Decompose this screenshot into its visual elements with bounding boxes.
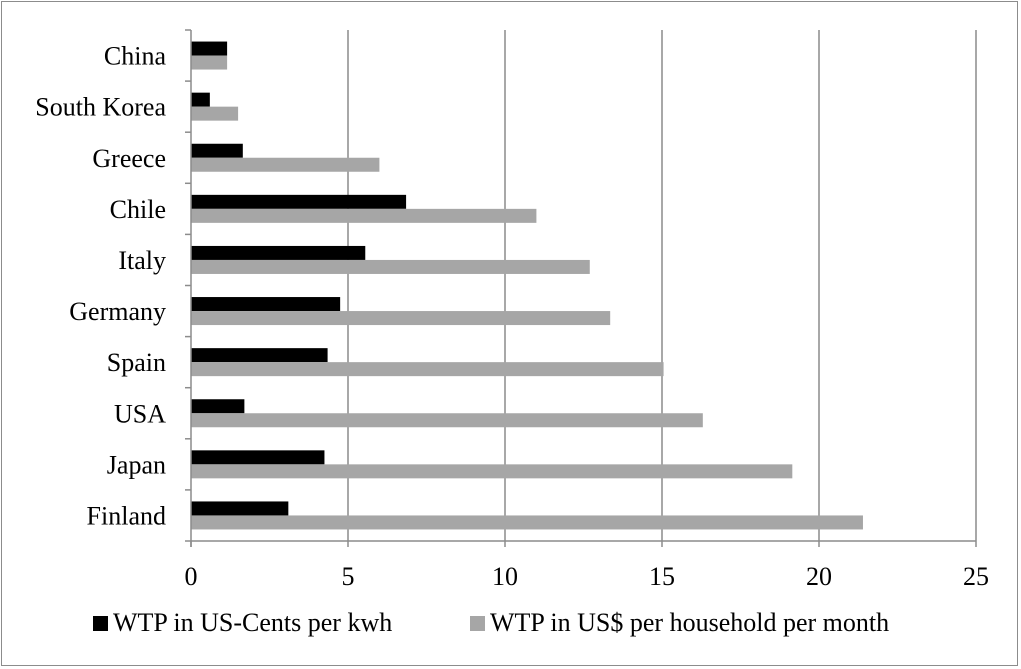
y-category-label: China bbox=[104, 42, 167, 71]
x-tick-label: 15 bbox=[649, 562, 675, 591]
bar-usd-per-household-greece bbox=[191, 157, 380, 172]
y-category-label: South Korea bbox=[35, 93, 166, 122]
bar-cents-per-kwh-japan bbox=[191, 450, 325, 465]
bar-cents-per-kwh-italy bbox=[191, 245, 366, 260]
x-tick-label: 5 bbox=[342, 562, 355, 591]
bar-usd-per-household-japan bbox=[191, 464, 793, 479]
bar-cents-per-kwh-south-korea bbox=[191, 92, 210, 107]
y-category-label: Germany bbox=[69, 297, 166, 326]
bar-usd-per-household-usa bbox=[191, 413, 703, 428]
x-tick-labels: 0 5 10 15 20 25 bbox=[185, 562, 990, 591]
y-category-label: Finland bbox=[87, 501, 166, 530]
bar-usd-per-household-south-korea bbox=[191, 106, 239, 121]
bar-usd-per-household-italy bbox=[191, 259, 590, 274]
x-tick-label: 20 bbox=[806, 562, 832, 591]
bar-usd-per-household-chile bbox=[191, 208, 537, 223]
x-tick-label: 25 bbox=[963, 562, 989, 591]
bar-cents-per-kwh-greece bbox=[191, 143, 243, 158]
gridlines bbox=[190, 30, 977, 547]
legend-label-usd-per-household: WTP in US$ per household per month bbox=[490, 608, 889, 637]
legend-label-cents-per-kwh: WTP in US-Cents per kwh bbox=[113, 608, 392, 637]
bar-usd-per-household-china bbox=[191, 55, 228, 70]
y-category-label: Chile bbox=[110, 195, 166, 224]
legend: WTP in US-Cents per kwh WTP in US$ per ho… bbox=[93, 608, 889, 637]
bar-cents-per-kwh-germany bbox=[191, 297, 341, 312]
legend-swatch-cents-per-kwh bbox=[93, 616, 108, 631]
bar-usd-per-household-germany bbox=[191, 311, 611, 326]
x-tick-label: 10 bbox=[492, 562, 518, 591]
bar-cents-per-kwh-usa bbox=[191, 399, 245, 414]
y-category-label: Japan bbox=[107, 450, 166, 479]
bar-usd-per-household-finland bbox=[191, 515, 863, 530]
x-tick-label: 0 bbox=[185, 562, 198, 591]
legend-swatch-usd-per-household bbox=[470, 616, 485, 631]
bar-usd-per-household-spain bbox=[191, 362, 664, 377]
y-tick-labels: China South Korea Greece Chile Italy Germany S… bbox=[35, 42, 166, 531]
y-category-label: USA bbox=[114, 399, 166, 428]
y-category-label: Spain bbox=[107, 348, 166, 377]
bar-cents-per-kwh-chile bbox=[191, 194, 407, 209]
bar-cents-per-kwh-spain bbox=[191, 348, 328, 363]
y-category-label: Greece bbox=[92, 144, 166, 173]
y-category-label: Italy bbox=[118, 246, 166, 275]
bar-cents-per-kwh-finland bbox=[191, 501, 289, 516]
bars bbox=[191, 41, 863, 530]
bar-cents-per-kwh-china bbox=[191, 41, 228, 56]
axes bbox=[185, 29, 976, 547]
